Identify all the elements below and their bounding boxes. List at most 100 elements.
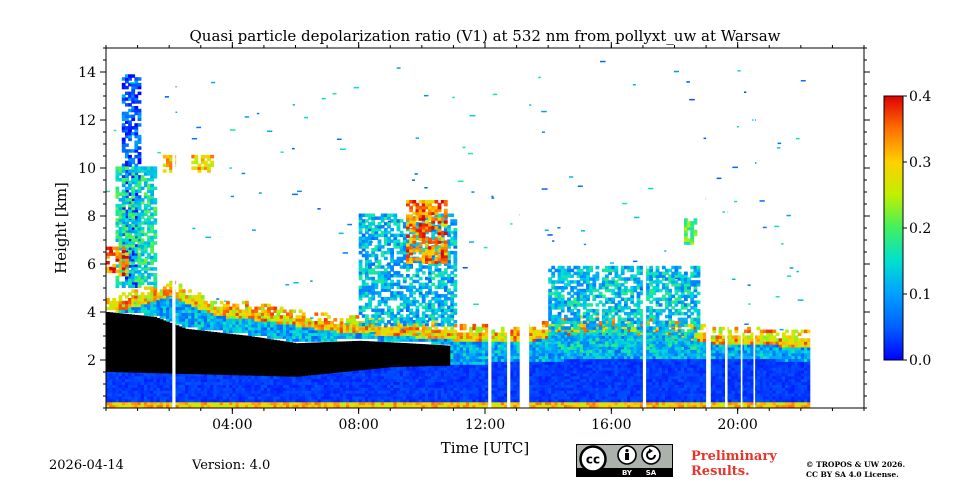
depol-pixel [579, 326, 584, 331]
depol-pixel [491, 352, 496, 357]
depol-pixel [652, 367, 657, 371]
no-signal-pixel [383, 342, 388, 368]
depol-pixel [608, 390, 612, 394]
depol-pixel [216, 384, 221, 388]
depol-pixel [112, 303, 117, 308]
depol-pixel [235, 384, 240, 388]
depol-pixel [241, 395, 246, 400]
depol-pixel [188, 298, 192, 302]
depol-pixel [282, 395, 287, 400]
no-signal-pixel [289, 342, 293, 377]
depol-pixel [342, 393, 347, 397]
depol-pixel [210, 315, 214, 319]
no-signal-pixel [292, 342, 297, 377]
depol-pixel [333, 384, 338, 388]
depol-pixel [674, 381, 679, 385]
depol-pixel [434, 378, 439, 383]
depol-pixel [595, 393, 600, 397]
depol-pixel [469, 395, 473, 400]
depol-pixel [289, 375, 293, 380]
depol-pixel [500, 358, 505, 362]
depol-pixel [494, 346, 499, 351]
depol-pixel [339, 384, 344, 388]
depol-pixel [503, 344, 508, 348]
depol-pixel [538, 364, 543, 368]
depol-pixel [469, 372, 473, 377]
no-signal-pixel [238, 334, 243, 376]
depol-pixel [355, 390, 360, 394]
depol-pixel [598, 338, 603, 342]
depol-pixel [402, 329, 407, 334]
depol-pixel [263, 404, 268, 408]
depol-pixel [573, 390, 578, 394]
depol-pixel [734, 326, 739, 331]
depol-pixel [241, 300, 246, 305]
depol-pixel [636, 372, 641, 377]
depol-pixel [181, 372, 186, 377]
depol-pixel [567, 372, 571, 377]
depol-pixel [646, 381, 650, 385]
depol-pixel [674, 352, 679, 357]
depol-pixel [226, 398, 230, 403]
depol-pixel [188, 404, 192, 408]
depol-pixel [459, 398, 464, 403]
depol-pixel [276, 329, 281, 334]
depol-pixel [121, 309, 126, 313]
depol-pixel [396, 395, 401, 400]
depol-pixel [425, 395, 429, 400]
depol-pixel [453, 323, 458, 328]
depol-pixel [671, 367, 676, 371]
depol-pixel [605, 364, 609, 368]
depol-pixel [213, 318, 218, 322]
depol-pixel [690, 358, 695, 362]
depol-pixel [406, 381, 410, 385]
depol-pixel [633, 367, 638, 371]
depol-pixel [238, 393, 243, 397]
depol-pixel [159, 387, 164, 391]
depol-pixel [153, 378, 158, 383]
depol-pixel [232, 393, 237, 397]
depol-pixel [311, 329, 316, 334]
depol-pixel [402, 404, 407, 408]
depol-pixel [418, 367, 423, 371]
depol-pixel [383, 332, 388, 336]
depol-pixel [721, 346, 726, 351]
depol-pixel [696, 361, 701, 365]
depol-pixel [248, 309, 252, 313]
depol-pixel [690, 378, 695, 383]
depol-pixel [159, 295, 164, 299]
depol-pixel [573, 387, 578, 391]
depol-pixel [687, 372, 691, 377]
depol-pixel [159, 398, 164, 403]
depol-pixel [485, 375, 489, 380]
depol-pixel [128, 298, 132, 302]
depol-pixel [298, 381, 303, 385]
depol-pixel [541, 398, 546, 403]
depol-pixel [263, 393, 268, 397]
no-signal-pixel [377, 341, 382, 369]
depol-pixel [728, 390, 732, 394]
depol-pixel [715, 349, 720, 354]
depol-pixel [153, 404, 158, 408]
depol-pixel [557, 364, 562, 368]
depol-pixel [649, 355, 653, 360]
depol-pixel [279, 381, 284, 385]
depol-pixel [567, 367, 571, 371]
depol-pixel [620, 370, 625, 374]
depol-pixel [166, 404, 170, 408]
depol-pixel [494, 344, 499, 348]
depol-pixel [532, 344, 537, 348]
depol-pixel [232, 329, 237, 334]
depol-pixel [150, 286, 154, 290]
depol-pixel [330, 372, 334, 377]
depol-pixel [649, 364, 653, 368]
depol-pixel [311, 390, 316, 394]
depol-pixel [371, 404, 376, 408]
depol-pixel [178, 390, 183, 394]
depol-pixel [598, 387, 603, 391]
depol-pixel [485, 364, 489, 368]
depol-pixel [292, 393, 297, 397]
depol-pixel [665, 349, 669, 354]
depol-pixel [601, 326, 606, 331]
depol-pixel [238, 375, 243, 380]
